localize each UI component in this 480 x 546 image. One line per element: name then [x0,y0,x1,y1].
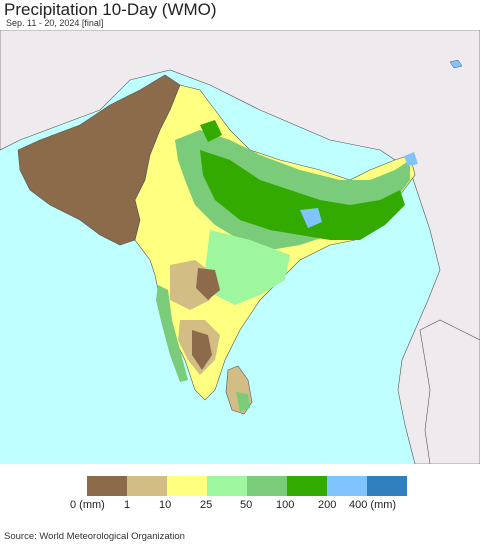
region-brown-south [192,330,212,370]
legend-label-3: 25 [200,499,213,511]
legend-label-2: 10 [159,499,172,511]
region-blue-east [404,152,418,166]
region-sri-lanka-south [236,392,250,412]
map-subtitle: Sep. 11 - 20, 2024 [final] [6,18,104,28]
island-northeast [449,59,463,69]
source-credit: Source: World Meteorological Organizatio… [4,531,185,542]
precipitation-map [0,30,480,464]
legend-swatch-0 [87,476,127,496]
legend-swatch-2 [167,476,207,496]
legend-label-0: 0 (mm) [70,499,105,511]
legend-swatch-5 [287,476,327,496]
region-green-west-coast [156,285,188,382]
legend-swatch-4 [247,476,287,496]
legend-label-1: 1 [124,499,131,511]
region-heavy-north [200,150,405,240]
region-light-green-central [205,230,290,305]
legend-label-4: 50 [240,499,253,511]
region-brown-central [196,268,220,300]
legend-label-5: 100 [276,499,295,511]
outside-land-north [0,30,480,464]
legend-label-6: 200 [318,499,337,511]
legend-swatch-1 [127,476,167,496]
outside-land-southeast [419,319,480,464]
legend-swatch-3 [207,476,247,496]
legend-colorbar [87,476,407,496]
region-north-heavy-patch [200,120,222,142]
legend-swatch-7 [367,476,407,496]
region-blue-bengal [300,208,322,228]
legend-label-7: 400 (mm) [349,499,397,511]
legend-tick-labels: 0 (mm) 1 10 25 50 100 200 400 (mm) [0,499,480,513]
map-title: Precipitation 10-Day (WMO) [4,0,217,19]
legend-swatch-6 [327,476,367,496]
